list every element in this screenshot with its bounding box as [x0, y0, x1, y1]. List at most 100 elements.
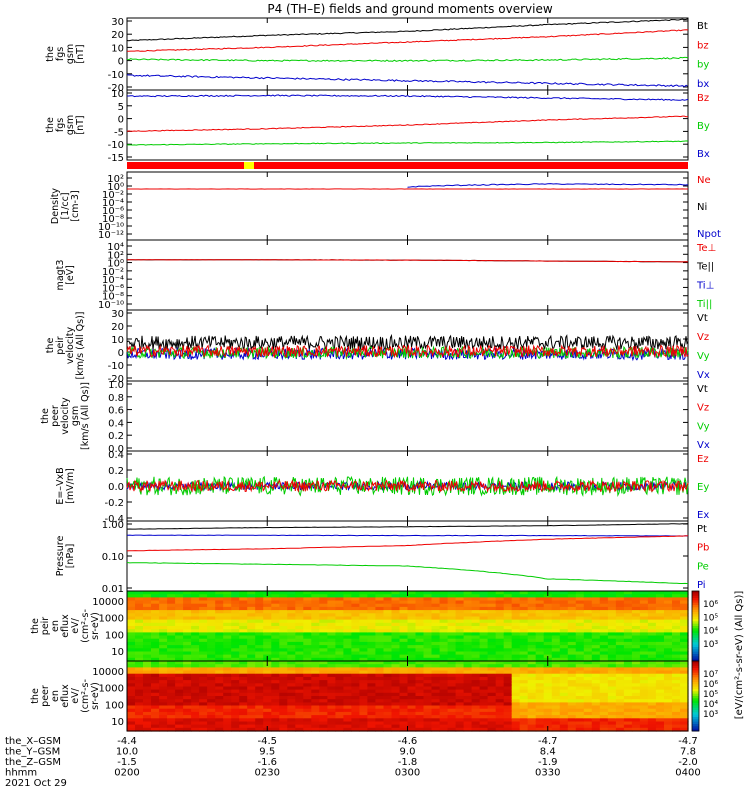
legend-pe: Pe [697, 561, 709, 572]
legend-vz: Vz [697, 403, 709, 414]
series-pi [127, 535, 688, 536]
series-bx [127, 141, 688, 145]
y-tick-label: 0 [118, 348, 124, 359]
colorbar-step [692, 719, 699, 722]
y-tick-label: -5 [114, 127, 124, 138]
y-tick-label: 0.8 [108, 393, 124, 404]
y-tick-label: 0.6 [108, 406, 124, 417]
colorbar-step [692, 593, 699, 596]
series-pe [127, 563, 688, 584]
colorbar-step [692, 600, 699, 603]
y-label-line: [km/s (All Qs)] [80, 382, 91, 450]
y-label-line: [nPa] [65, 544, 76, 569]
colorbar-step [692, 677, 699, 680]
legend-ey: Ey [697, 482, 709, 493]
x-tick-label: 0400 [675, 768, 700, 779]
colorbar-step [692, 621, 699, 624]
y-tick-label: -15 [108, 153, 124, 164]
y-tick-label: 10⁻¹² [98, 230, 124, 241]
y-tick-label: -0.2 [104, 498, 124, 509]
colorbar-step [692, 607, 699, 610]
colorbar-tick: 10⁵ [703, 613, 718, 623]
colorbar-step [692, 628, 699, 631]
y-tick-label: 10000 [92, 667, 124, 678]
y-tick-label: 0 [118, 115, 124, 126]
y-axis-label-efield: E=–VxB[mV/m] [55, 467, 76, 504]
series-bz [127, 30, 688, 52]
x-tick-label: -4.5 [257, 736, 277, 747]
x-tick-label: -4.7 [678, 736, 698, 747]
y-axis-label-temperature: magt3[eV] [55, 260, 76, 291]
colorbar-step [692, 642, 699, 645]
colorbar-step [692, 656, 699, 659]
orbit-flag-marker [244, 162, 254, 169]
legend-ti⊥: Ti⊥ [696, 280, 714, 291]
y-tick-label: 20 [111, 30, 124, 41]
legend-bz: Bz [697, 93, 709, 104]
x-tick-label: 9.0 [400, 747, 416, 758]
y-tick-label: 0.4 [108, 450, 124, 461]
peir-spectrogram [127, 591, 689, 662]
y-tick-label: 10 [111, 43, 124, 54]
legend-pb: Pb [697, 543, 709, 554]
panel-frame-density [127, 172, 688, 240]
legend-bt: Bt [697, 21, 708, 32]
x-tick-label: 10.0 [116, 747, 138, 758]
legend-vx: Vx [697, 440, 710, 451]
colorbar-unit-label: [eV/(cm²-s-sr-eV) (All Qs)] [734, 591, 745, 720]
legend-vt: Vt [697, 384, 708, 395]
colorbar-tick: 10⁶ [703, 600, 718, 610]
y-tick-label: 30 [111, 17, 124, 28]
y-tick-label: 0 [118, 57, 124, 68]
x-tick-label: -1.5 [117, 757, 137, 768]
colorbar-tick: 10⁷ [703, 670, 718, 680]
peer-spectrogram [127, 661, 689, 732]
y-label-line: [eV] [65, 265, 76, 285]
colorbar-step [692, 698, 699, 701]
y-tick-label: 100 [105, 630, 124, 641]
legend-by: by [697, 60, 709, 71]
y-tick-label: -10 [108, 140, 124, 151]
plot-title: P4 (TH–E) fields and ground moments over… [267, 2, 552, 16]
y-label-line: [cm-3] [70, 190, 81, 221]
y-label-line: [km/s (All Qs)] [75, 312, 86, 380]
legend-ez: Ez [697, 454, 709, 465]
series-bx [127, 75, 688, 87]
series-by [127, 57, 688, 61]
legend-ti||: Ti|| [696, 299, 712, 310]
colorbar-step [692, 635, 699, 638]
x-tick-label: 0200 [114, 768, 139, 779]
legend-vt: Vt [697, 313, 708, 324]
y-tick-label: -10 [108, 70, 124, 81]
colorbar-step [692, 670, 699, 673]
x-tick-label: -1.6 [257, 757, 277, 768]
panel-frame-temperature [127, 240, 688, 310]
x-tick-label: 0230 [255, 768, 280, 779]
series-bz [127, 95, 688, 100]
colorbar-tick: 10³ [703, 710, 718, 720]
y-tick-label: -10 [108, 361, 124, 372]
colorbar-tick: 10⁶ [703, 680, 718, 690]
y-tick-label: 30 [111, 309, 124, 320]
x-row-label: the_Z–GSM [5, 757, 61, 768]
y-tick-label: 0.4 [108, 418, 124, 429]
colorbar-step [692, 663, 699, 666]
y-tick-label: 10 [111, 717, 124, 728]
x-tick-label: -4.7 [538, 736, 558, 747]
x-tick-label: 9.5 [259, 747, 275, 758]
x-row-label: hhmm [5, 768, 37, 779]
y-axis-label-density: Density[1/cc][cm-3] [50, 188, 81, 224]
panel-frame-peer-velocity [127, 381, 688, 451]
colorbar-step [692, 726, 699, 729]
x-tick-label: -1.9 [538, 757, 558, 768]
legend-by: By [697, 121, 710, 132]
legend-pt: Pt [697, 524, 707, 535]
colorbar-step [692, 649, 699, 652]
orbit-flag-bar [127, 162, 688, 169]
y-tick-label: 0.2 [108, 466, 124, 477]
